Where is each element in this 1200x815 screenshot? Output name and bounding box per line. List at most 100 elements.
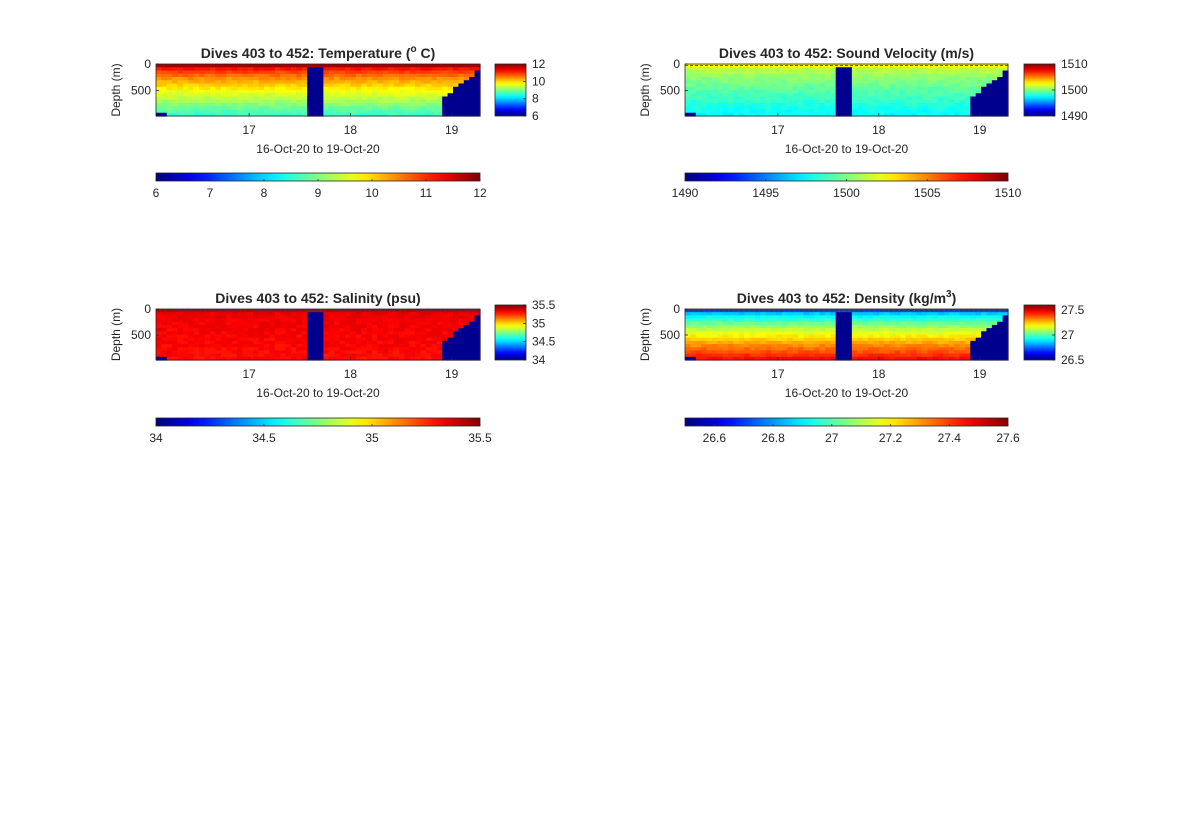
density-cell (948, 350, 955, 355)
temperature-cell (226, 109, 233, 114)
temperature-cell (161, 109, 168, 114)
temperature-bottom-colorbar-label: 10 (365, 186, 379, 200)
density-cell (830, 312, 837, 316)
density-cell (771, 328, 778, 332)
sound-velocity-cell (1002, 93, 1009, 98)
salinity-cell (436, 321, 443, 326)
density-cell (905, 309, 912, 313)
sound-velocity-cell (808, 112, 815, 117)
salinity-cell (442, 321, 449, 326)
temperature-cell (436, 73, 443, 78)
salinity-cell (458, 334, 465, 339)
temperature-cell (188, 77, 195, 81)
salinity-cell (199, 356, 206, 361)
temperature-cell (253, 103, 260, 107)
salinity-cell (469, 337, 476, 342)
temperature-bottom-colorbar-label: 7 (207, 186, 214, 200)
density-cell (706, 318, 713, 323)
density-cell (701, 328, 708, 332)
density-cell (765, 337, 772, 342)
sound-velocity-cell (781, 67, 788, 72)
salinity-cell (350, 337, 357, 342)
density-cell (771, 324, 778, 329)
sound-velocity-cell (717, 112, 724, 117)
density-cell (690, 356, 697, 361)
temperature-cell (296, 86, 303, 91)
salinity-cell (355, 315, 362, 320)
sound-velocity-cell (733, 80, 740, 85)
salinity-cell (231, 321, 238, 326)
temperature-cell (177, 96, 184, 101)
salinity-cell (210, 312, 216, 316)
density-cell (733, 321, 740, 326)
density-cell (706, 344, 713, 348)
temperature-cell (296, 109, 303, 114)
salinity-cell (447, 312, 454, 316)
sound-velocity-cell (771, 70, 778, 75)
temperature-cell (447, 83, 454, 88)
salinity-cell (334, 347, 341, 352)
density-cell (841, 309, 848, 313)
salinity-cell (285, 324, 292, 329)
sound-velocity-cell (954, 86, 961, 91)
sound-velocity-cell (959, 77, 966, 81)
sound-velocity-cell (706, 90, 713, 94)
sound-velocity-cell (787, 83, 794, 88)
salinity-cell (280, 315, 287, 320)
density-cell (975, 347, 982, 352)
salinity-cell (307, 318, 314, 323)
sound-velocity-cell (781, 70, 788, 75)
density-cell (787, 312, 794, 316)
sound-velocity-cell (706, 80, 713, 85)
sound-velocity-side-colorbar-label: 1490 (1061, 109, 1088, 123)
temperature-cell (237, 86, 243, 91)
temperature-cell (453, 64, 459, 68)
sound-velocity-cell (1002, 103, 1009, 107)
temperature-cell (399, 99, 405, 104)
sound-velocity-cell (911, 103, 918, 107)
salinity-cell (161, 340, 168, 345)
density-cell (808, 356, 815, 361)
density-cell (905, 324, 912, 329)
temperature-cell (199, 103, 206, 107)
salinity-cell (463, 356, 470, 361)
temperature-cell (409, 106, 416, 111)
sound-velocity-cell (711, 83, 718, 88)
salinity-cell (220, 315, 227, 320)
salinity-cell (226, 337, 233, 342)
sound-velocity-cell (792, 73, 799, 78)
salinity-cell (253, 328, 260, 332)
temperature-cell (458, 99, 465, 104)
sound-velocity-cell (819, 64, 826, 68)
temperature-cell (247, 80, 254, 85)
sound-velocity-cell (873, 67, 880, 72)
density-cell (975, 321, 982, 326)
temperature-cell (404, 77, 411, 81)
sound-velocity-cell (943, 96, 950, 101)
salinity-cell (210, 324, 216, 329)
temperature-cell (172, 70, 179, 75)
salinity-cell (372, 337, 378, 342)
sound-velocity-cell (711, 64, 718, 68)
sound-velocity-cell (921, 83, 928, 88)
salinity-cell (404, 331, 411, 336)
temperature-cell (409, 112, 416, 117)
temperature-cell (210, 106, 216, 111)
density-cell (986, 324, 993, 329)
sound-velocity-cell (975, 80, 982, 85)
sound-velocity-cell (927, 90, 934, 94)
density-cell (701, 347, 708, 352)
temperature-cell (350, 90, 357, 94)
sound-velocity-cell (981, 112, 988, 117)
density-x-tick-label: 19 (973, 367, 987, 381)
temperature-cell (399, 96, 405, 101)
salinity-cell (301, 353, 308, 358)
density-cell (835, 328, 842, 332)
density-cell (754, 347, 761, 352)
sound-velocity-cell (824, 103, 831, 107)
temperature-cell (183, 96, 189, 101)
sound-velocity-cell (814, 112, 821, 117)
sound-velocity-cell (921, 93, 928, 98)
salinity-cell (328, 331, 335, 336)
sound-velocity-cell (803, 70, 810, 75)
